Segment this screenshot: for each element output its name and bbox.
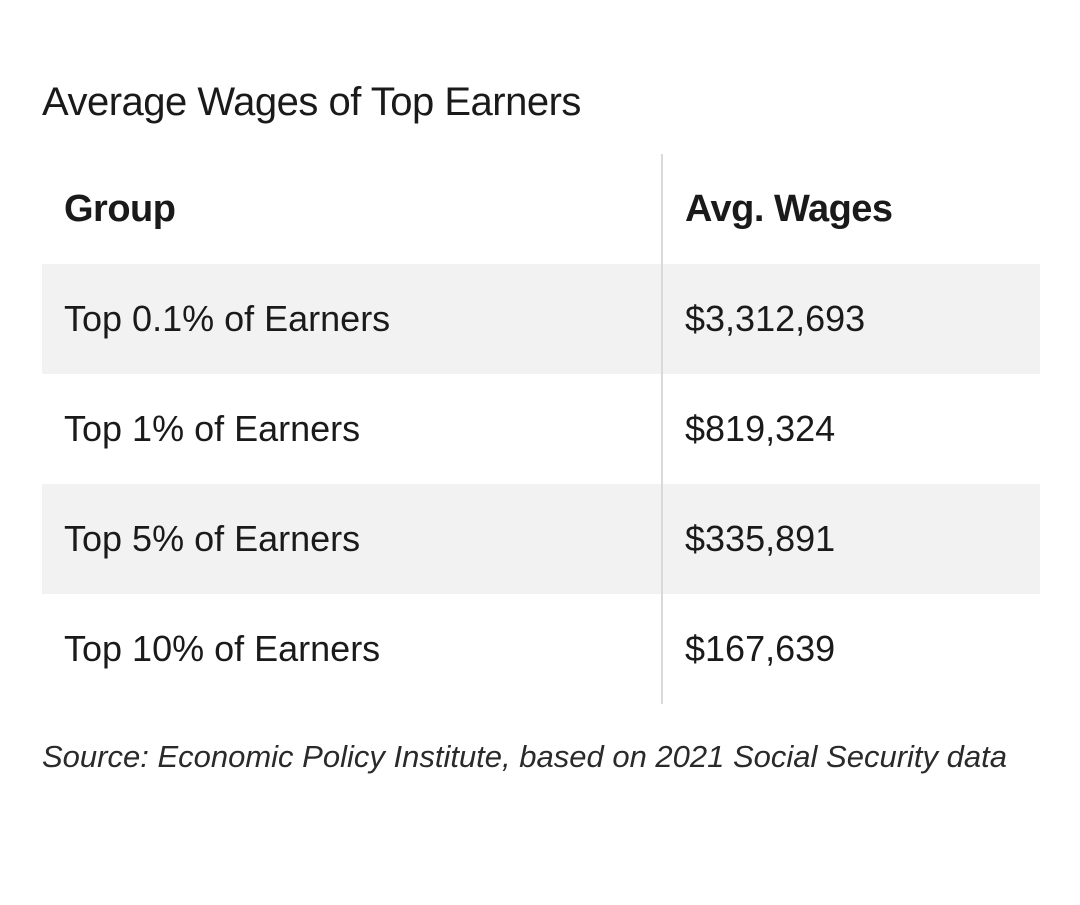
wages-table: Group Avg. Wages Top 0.1% of Earners $3,…	[42, 154, 1040, 704]
table-row: Top 5% of Earners $335,891	[42, 484, 1040, 594]
header-group: Group	[42, 154, 663, 264]
table-row: Top 0.1% of Earners $3,312,693	[42, 264, 1040, 374]
wages-cell: $3,312,693	[685, 298, 866, 339]
group-cell: Top 5% of Earners	[42, 484, 663, 594]
wages-cell: $335,891	[685, 518, 836, 559]
source-note: Source: Economic Policy Institute, based…	[42, 739, 1007, 774]
table-header-row: Group Avg. Wages	[42, 154, 1040, 264]
table-row: Top 10% of Earners $167,639	[42, 594, 1040, 704]
wages-cell: $819,324	[685, 408, 836, 449]
wages-cell: $167,639	[685, 628, 836, 669]
group-cell: Top 1% of Earners	[42, 374, 663, 484]
header-avg-wages: Avg. Wages	[685, 188, 893, 230]
table-title: Average Wages of Top Earners	[42, 80, 581, 124]
group-cell: Top 10% of Earners	[42, 594, 663, 704]
group-cell: Top 0.1% of Earners	[42, 264, 663, 374]
table-row: Top 1% of Earners $819,324	[42, 374, 1040, 484]
